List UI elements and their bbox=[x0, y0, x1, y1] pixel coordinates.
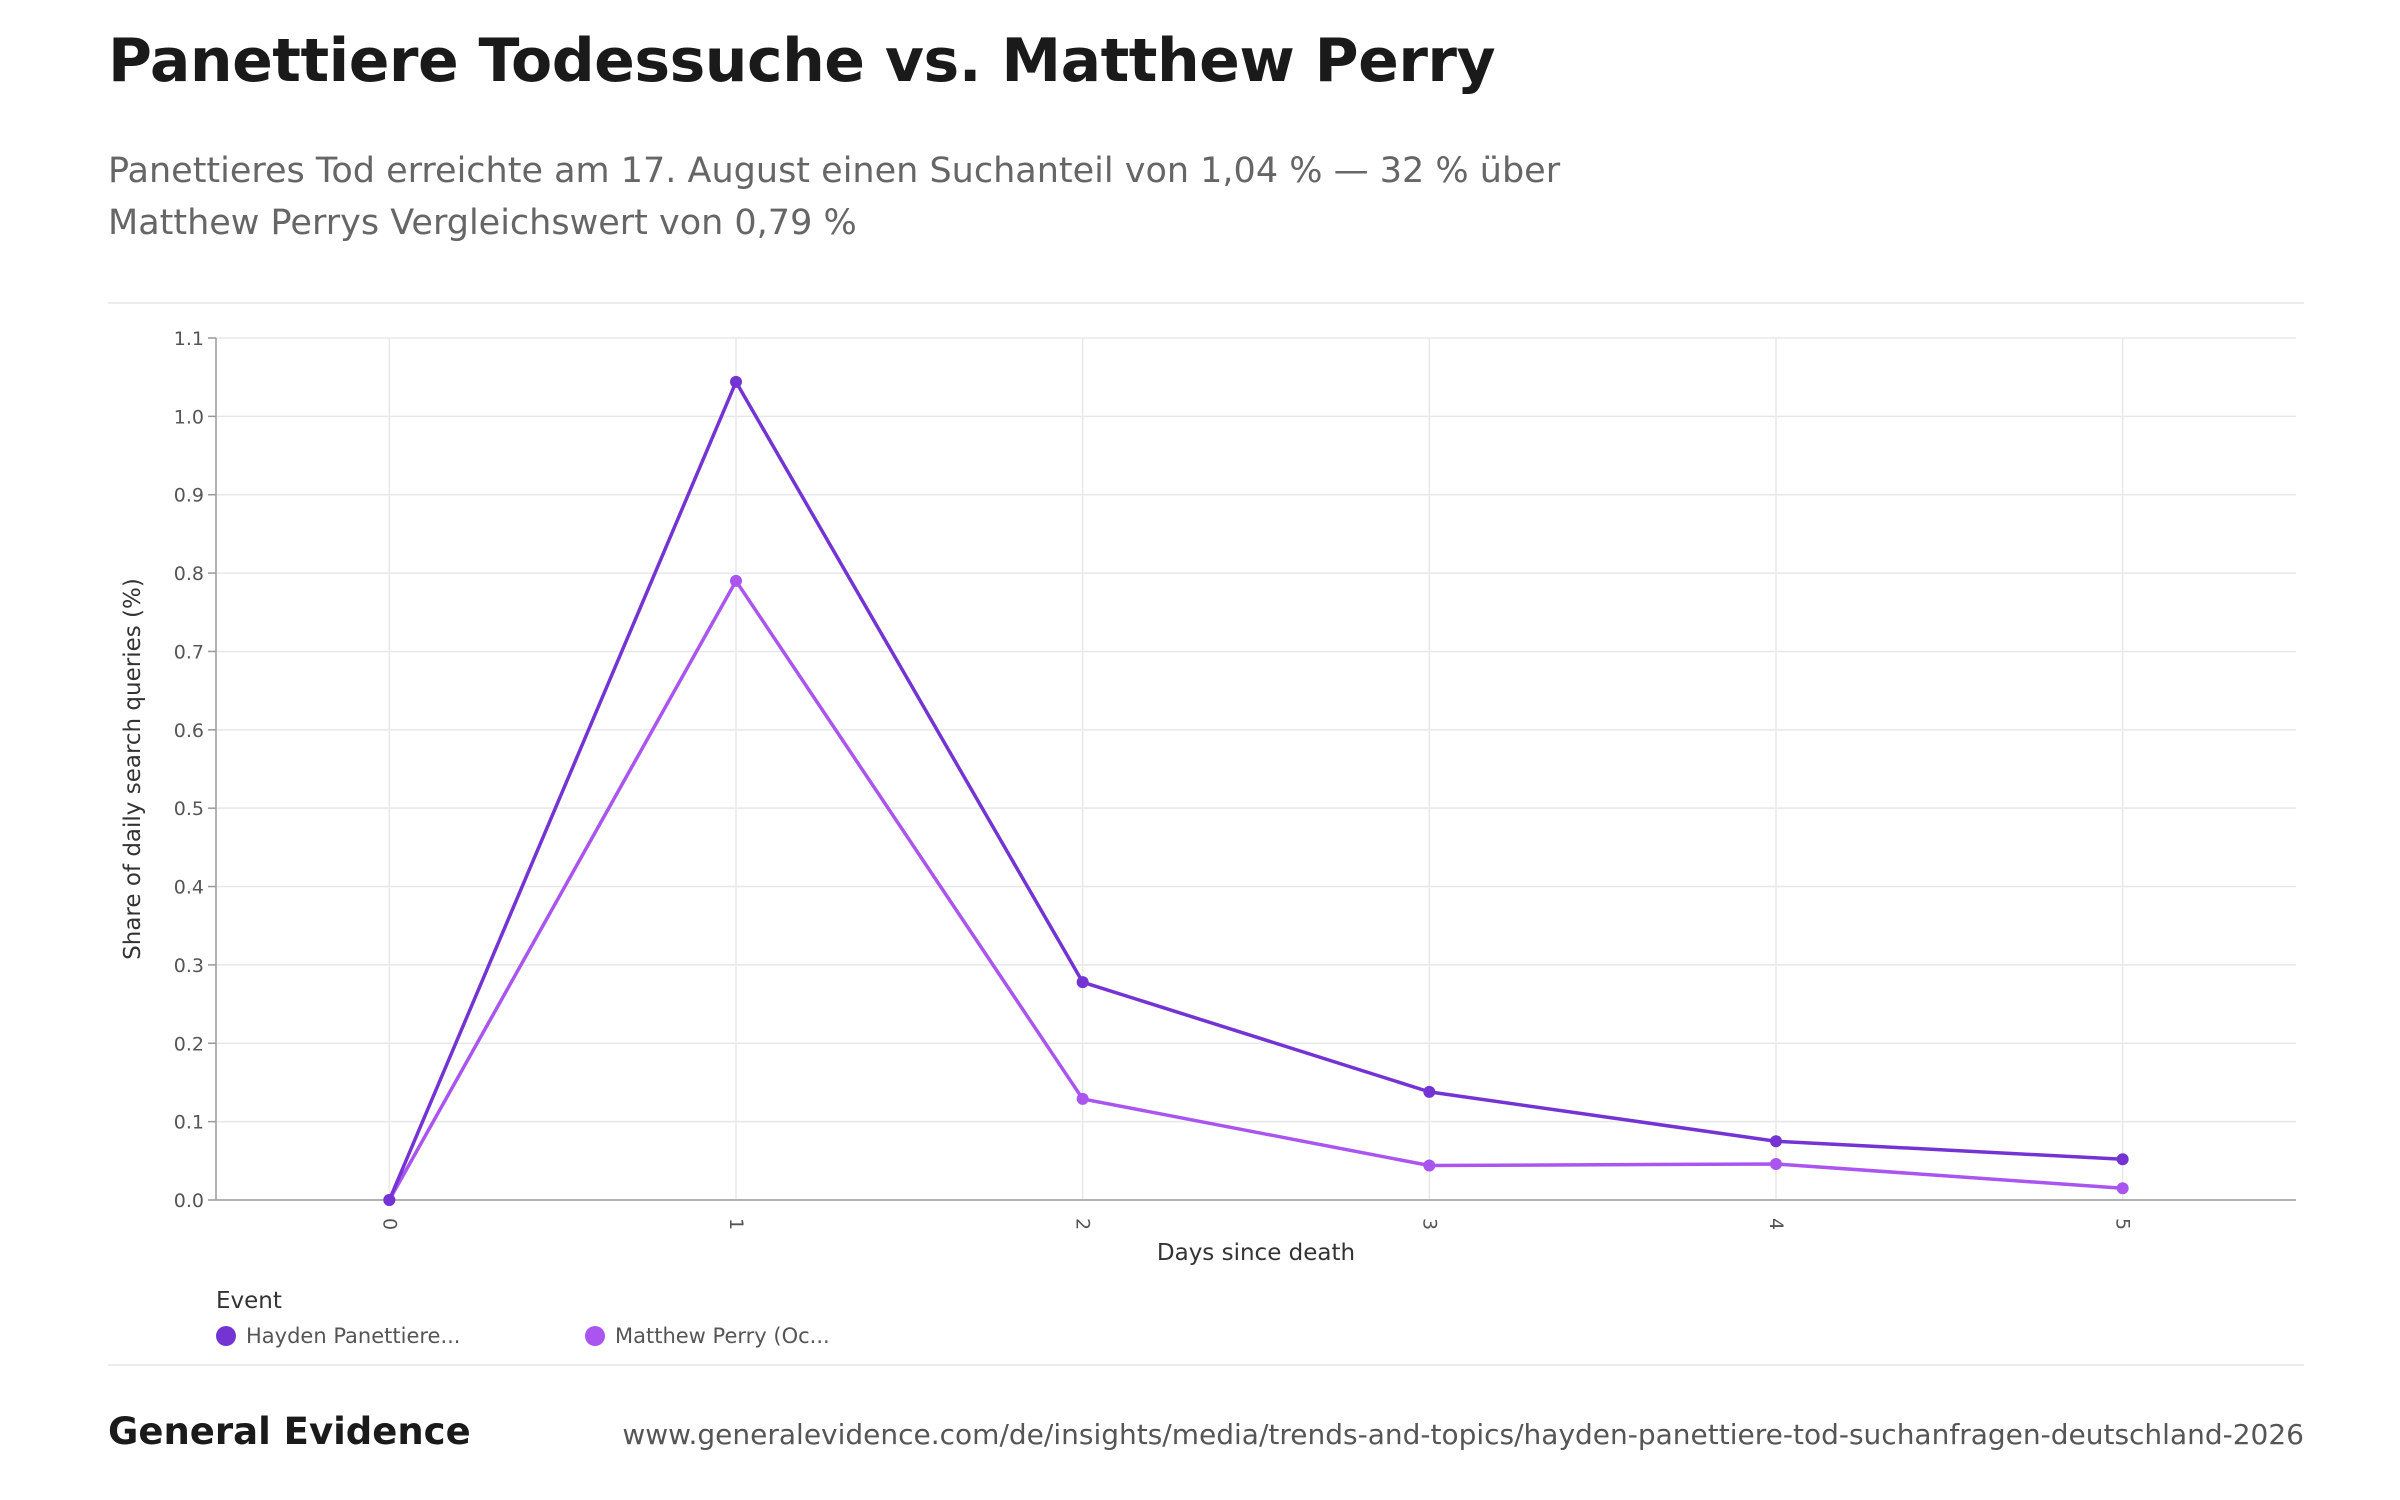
series-line-1 bbox=[387, 579, 2125, 1202]
y-tick-label: 0.2 bbox=[174, 1033, 204, 1055]
legend-marker-icon bbox=[585, 1326, 605, 1346]
y-tick-label: 0.5 bbox=[174, 798, 204, 820]
chart-title: Panettiere Todessuche vs. Matthew Perry bbox=[108, 26, 1496, 96]
data-point-0 bbox=[1076, 976, 1089, 989]
y-tick-label: 0.0 bbox=[174, 1190, 204, 1212]
y-tick-label: 0.9 bbox=[174, 485, 204, 507]
data-point-1 bbox=[730, 574, 742, 587]
y-tick-label: 0.8 bbox=[174, 563, 204, 585]
x-tick-label: 0 bbox=[378, 1218, 400, 1230]
data-point-1 bbox=[1076, 1092, 1089, 1105]
data-point-1 bbox=[1423, 1159, 1436, 1172]
tick-labels: 0.0 0.1 0.2 0.3 0.4 0.5 0.6 0.7 0.8 0.9 1.0 1.1 0 1 2 3… bbox=[120, 328, 2134, 1266]
x-tick-label: 4 bbox=[1765, 1218, 1787, 1230]
data-point-1 bbox=[2116, 1182, 2129, 1195]
data-point-0 bbox=[1423, 1085, 1436, 1098]
brand-name: General Evidence bbox=[108, 1410, 471, 1453]
legend-item-hayden[interactable]: Hayden Panettiere... bbox=[216, 1324, 460, 1348]
legend-item-perry[interactable]: Matthew Perry (Oc... bbox=[585, 1324, 830, 1348]
y-tick-label: 0.3 bbox=[174, 955, 204, 977]
x-tick-label: 1 bbox=[725, 1218, 747, 1230]
data-point-0 bbox=[1770, 1135, 1782, 1148]
y-tick-label: 0.7 bbox=[174, 641, 204, 663]
y-tick-label: 0.4 bbox=[174, 877, 204, 899]
line-chart: 0.0 0.1 0.2 0.3 0.4 0.5 0.6 0.7 0.8 0.9 1.0 1.1 0 1 2 3… bbox=[120, 328, 2296, 1266]
y-tick-label: 1.1 bbox=[174, 328, 204, 350]
x-tick-label: 3 bbox=[1418, 1218, 1440, 1230]
grid-lines bbox=[216, 337, 2296, 1200]
y-tick-label: 1.0 bbox=[174, 406, 204, 428]
x-axis-title: Days since death bbox=[1157, 1240, 1355, 1266]
x-tick-label: 5 bbox=[2112, 1218, 2134, 1230]
legend-marker-icon bbox=[216, 1326, 236, 1346]
series-lines bbox=[383, 375, 2129, 1206]
data-point-0 bbox=[730, 375, 742, 388]
bottom-divider bbox=[108, 1364, 2304, 1366]
legend-title: Event bbox=[216, 1288, 282, 1314]
x-tick-label: 2 bbox=[1072, 1218, 1094, 1230]
y-axis-title: Share of daily search queries (%) bbox=[120, 578, 146, 960]
data-point-0 bbox=[2116, 1153, 2129, 1166]
data-point-0 bbox=[383, 1194, 396, 1206]
legend-label: Matthew Perry (Oc... bbox=[615, 1324, 830, 1348]
y-tick-label: 0.1 bbox=[174, 1112, 204, 1134]
source-link[interactable]: www.generalevidence.com/de/insights/medi… bbox=[622, 1418, 2304, 1451]
chart-subtitle: Panettieres Tod erreichte am 17. August … bbox=[108, 151, 1561, 243]
legend-label: Hayden Panettiere... bbox=[246, 1324, 461, 1348]
axes bbox=[208, 337, 2296, 1201]
series-line-0 bbox=[387, 380, 2125, 1202]
top-divider bbox=[108, 302, 2304, 304]
data-point-1 bbox=[1770, 1157, 1782, 1170]
y-tick-label: 0.6 bbox=[174, 720, 204, 742]
